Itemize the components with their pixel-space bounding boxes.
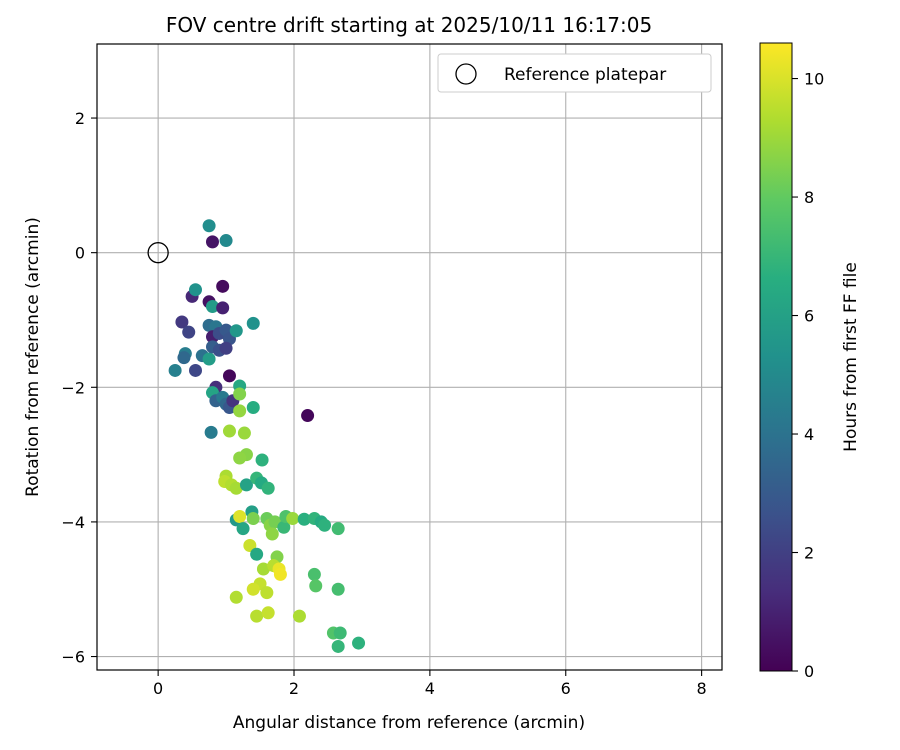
data-point (352, 636, 366, 650)
colorbar-tick-label: 2 (804, 544, 814, 563)
x-tick-label: 6 (561, 679, 571, 698)
data-point (273, 567, 287, 581)
data-point (301, 409, 315, 423)
x-tick-label: 2 (289, 679, 299, 698)
y-tick-label: 0 (75, 244, 85, 263)
data-point (177, 351, 191, 365)
data-point (331, 639, 345, 653)
data-point (331, 582, 345, 596)
data-point (222, 424, 236, 438)
data-point (219, 341, 233, 355)
data-point (205, 235, 219, 249)
plot-frame (96, 43, 723, 671)
colorbar-tick-label: 4 (804, 425, 814, 444)
legend-marker-reference (455, 63, 477, 85)
y-tick-label: −2 (61, 378, 85, 397)
x-tick-label: 0 (153, 679, 163, 698)
data-point (189, 363, 203, 377)
data-point (309, 579, 323, 593)
data-point (219, 234, 233, 248)
data-point (292, 609, 306, 623)
data-point (333, 626, 347, 640)
data-point (204, 425, 218, 439)
data-point (222, 369, 236, 383)
colorbar-tick-label: 6 (804, 307, 814, 326)
reference-platepar-marker (147, 242, 169, 264)
data-point (255, 453, 269, 467)
data-point (233, 387, 247, 401)
data-point (229, 481, 243, 495)
colorbar: 0 2 4 6 8 10 Hours from first FF file (759, 42, 861, 681)
data-point (277, 520, 291, 534)
colorbar-label: Hours from first FF file (841, 262, 861, 452)
data-point (182, 325, 196, 339)
data-point (261, 606, 275, 620)
data-point (331, 522, 345, 536)
data-point (246, 512, 260, 526)
data-point (256, 562, 270, 576)
data-point (250, 547, 264, 561)
data-point (265, 527, 279, 541)
y-axis-label: Rotation from reference (arcmin) (23, 217, 43, 497)
colorbar-tick-label: 0 (804, 662, 814, 681)
data-point (175, 315, 189, 329)
y-tick-label: −6 (61, 648, 85, 667)
data-point (216, 301, 230, 315)
data-point (246, 316, 260, 330)
data-point (318, 518, 332, 532)
chart-title: FOV centre drift starting at 2025/10/11 … (166, 13, 652, 37)
legend-label-reference: Reference platepar (504, 65, 666, 85)
data-point (216, 279, 230, 293)
data-point (246, 400, 260, 414)
y-axis-ticks: 2 0 −2 −4 −6 (61, 109, 97, 667)
legend: Reference platepar (437, 53, 712, 93)
data-points (147, 219, 366, 653)
data-point (297, 512, 311, 526)
data-point (189, 283, 203, 297)
y-tick-label: −4 (61, 513, 85, 532)
data-point (205, 300, 219, 314)
data-point (261, 481, 275, 495)
data-point (286, 512, 300, 526)
data-point (233, 404, 247, 418)
legend-box (437, 53, 712, 93)
data-point (237, 426, 251, 440)
data-point (260, 586, 274, 600)
data-point (233, 510, 247, 524)
x-axis-ticks: 0 2 4 6 8 (153, 670, 707, 698)
x-tick-label: 4 (425, 679, 435, 698)
colorbar-tick-label: 10 (804, 70, 824, 89)
data-point (243, 538, 257, 552)
colorbar-gradient (759, 42, 793, 672)
data-point (202, 352, 216, 366)
x-tick-label: 8 (697, 679, 707, 698)
data-point (307, 567, 321, 581)
colorbar-tick-label: 8 (804, 188, 814, 207)
data-point (236, 522, 250, 536)
data-point (229, 324, 243, 338)
data-point (168, 363, 182, 377)
data-point (233, 451, 247, 465)
grid-lines (97, 44, 722, 670)
data-point (246, 582, 260, 596)
data-point (202, 219, 216, 233)
colorbar-ticks: 0 2 4 6 8 10 (792, 70, 824, 681)
x-axis-label: Angular distance from reference (arcmin) (233, 713, 585, 733)
data-point (250, 609, 264, 623)
data-point (229, 590, 243, 604)
data-point (239, 478, 253, 492)
y-tick-label: 2 (75, 109, 85, 128)
